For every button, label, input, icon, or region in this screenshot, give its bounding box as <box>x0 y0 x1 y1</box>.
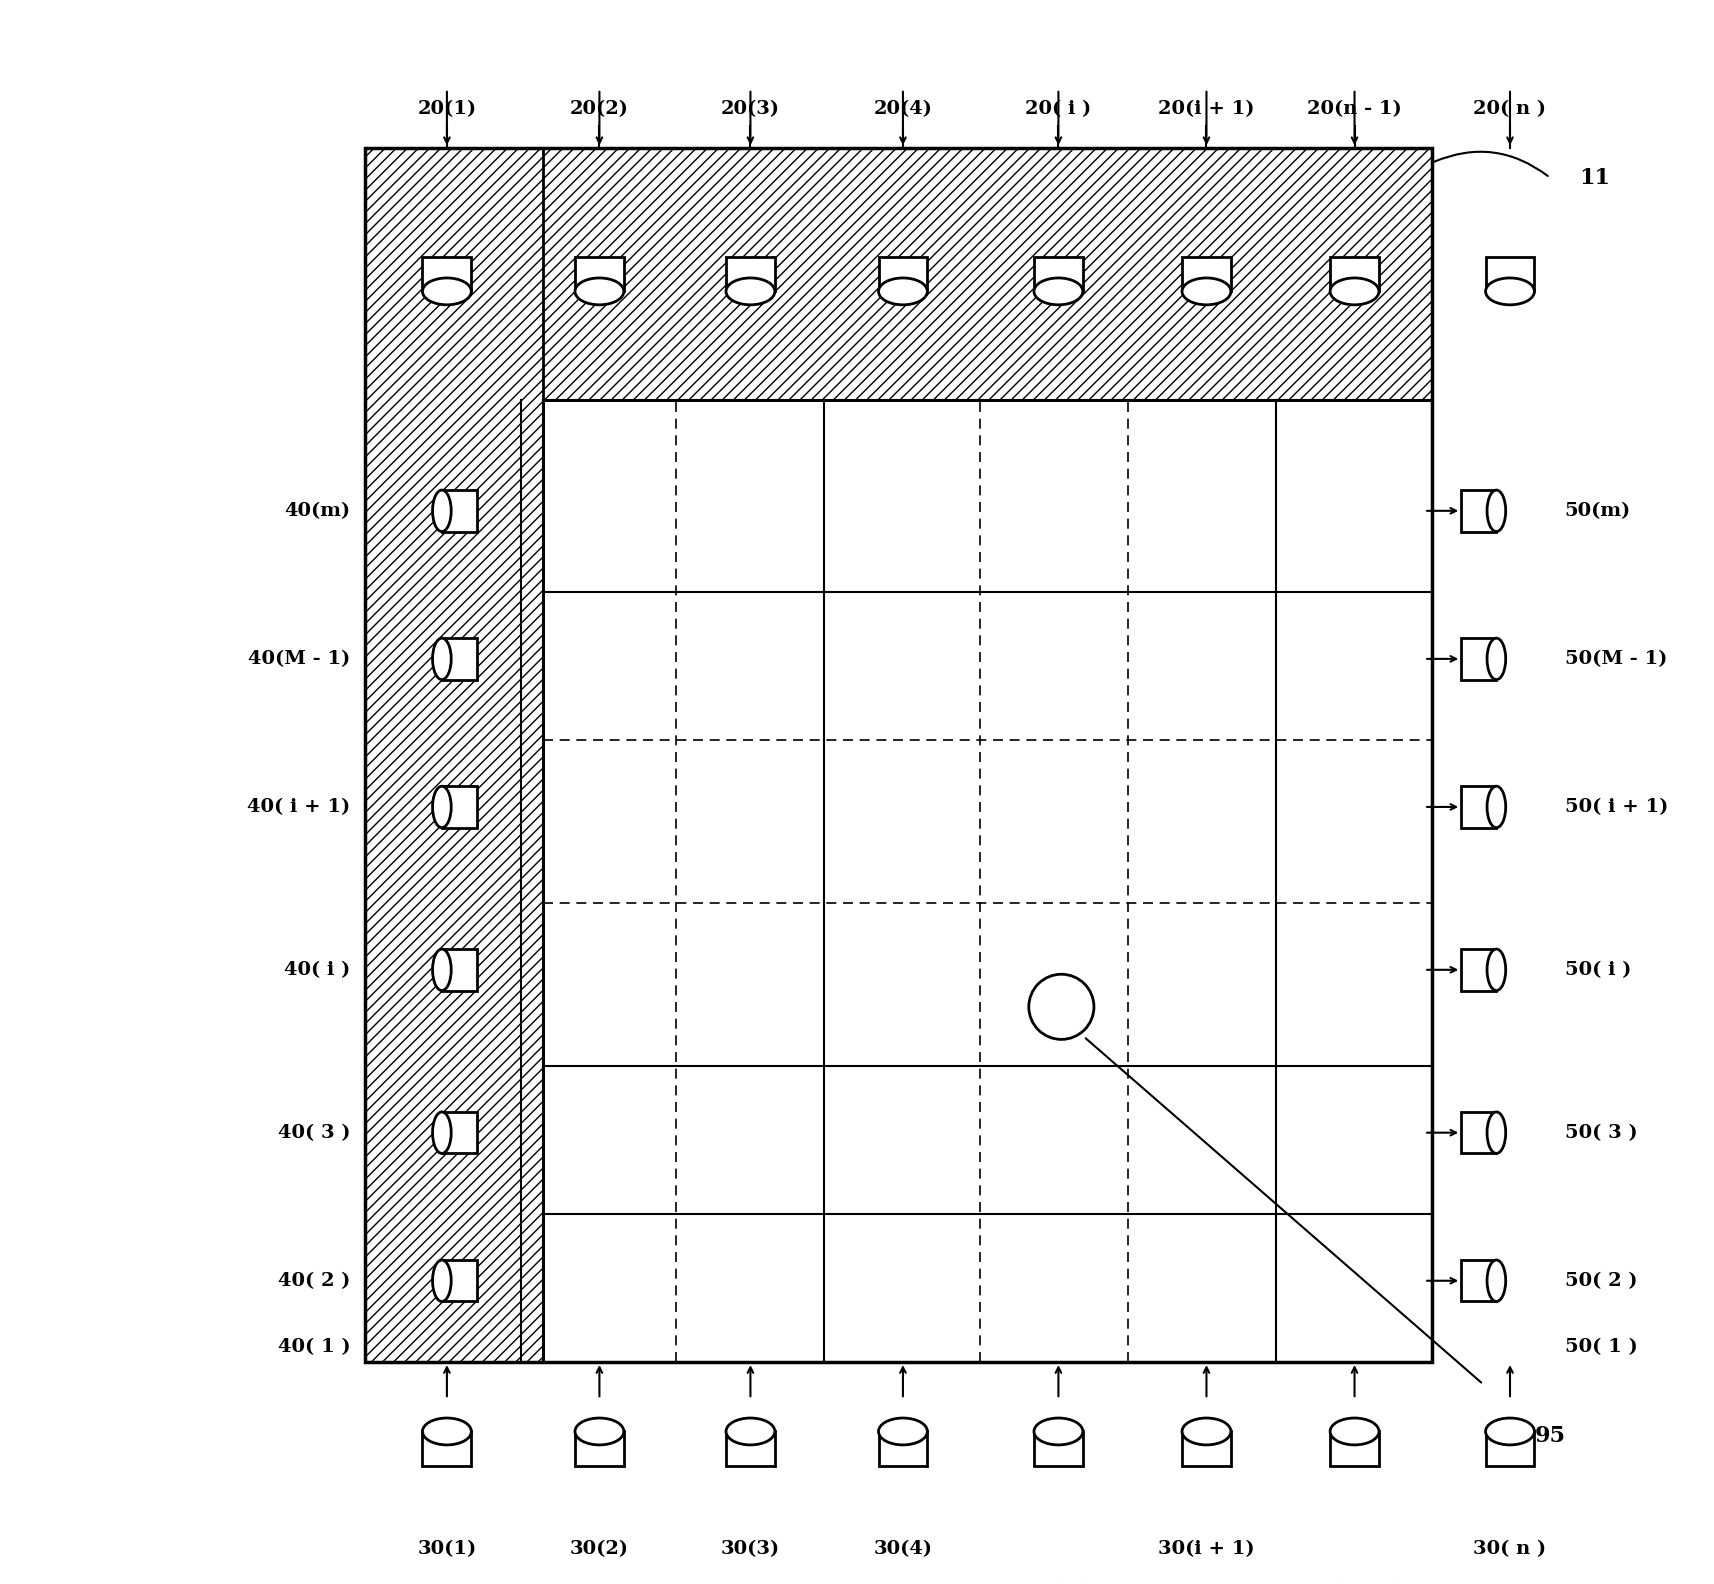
Text: 40( 1 ): 40( 1 ) <box>278 1338 350 1356</box>
Ellipse shape <box>1034 1418 1082 1445</box>
Ellipse shape <box>1486 1112 1505 1153</box>
Ellipse shape <box>1330 277 1378 304</box>
Bar <box>1484 1432 1534 1465</box>
Text: 30(2): 30(2) <box>569 1540 629 1557</box>
Bar <box>1460 949 1496 990</box>
Bar <box>574 1432 624 1465</box>
Text: 50( i ): 50( i ) <box>1563 961 1630 979</box>
Bar <box>1460 1112 1496 1153</box>
Circle shape <box>1028 974 1094 1039</box>
Bar <box>574 257 624 291</box>
Ellipse shape <box>1484 1418 1534 1445</box>
Ellipse shape <box>432 1112 451 1153</box>
Bar <box>1330 257 1378 291</box>
Ellipse shape <box>1330 1418 1378 1445</box>
Text: 50(m): 50(m) <box>1563 502 1630 520</box>
Ellipse shape <box>1486 1259 1505 1302</box>
Bar <box>365 147 1431 399</box>
Ellipse shape <box>422 277 471 304</box>
Bar <box>365 147 1431 1362</box>
Bar <box>1460 786 1496 828</box>
Ellipse shape <box>1181 277 1231 304</box>
Ellipse shape <box>1486 786 1505 828</box>
Ellipse shape <box>1181 1418 1231 1445</box>
Text: 20(1): 20(1) <box>417 100 476 119</box>
Ellipse shape <box>1486 638 1505 680</box>
Text: 40( i + 1): 40( i + 1) <box>247 798 350 816</box>
Ellipse shape <box>432 1259 451 1302</box>
Text: 20(2): 20(2) <box>569 100 629 119</box>
Bar <box>442 1112 476 1153</box>
Text: 30(i + 1): 30(i + 1) <box>1157 1540 1255 1557</box>
Ellipse shape <box>432 786 451 828</box>
Bar <box>543 399 1431 1362</box>
Text: 50(M - 1): 50(M - 1) <box>1563 649 1666 668</box>
Bar <box>422 257 471 291</box>
Ellipse shape <box>432 638 451 680</box>
Bar <box>1330 1432 1378 1465</box>
Text: 20(n - 1): 20(n - 1) <box>1306 100 1400 119</box>
Ellipse shape <box>878 277 927 304</box>
Text: 30(3): 30(3) <box>720 1540 780 1557</box>
Bar <box>878 1432 927 1465</box>
Ellipse shape <box>422 1418 471 1445</box>
Bar <box>1181 1432 1231 1465</box>
Ellipse shape <box>725 1418 775 1445</box>
Text: 20(i + 1): 20(i + 1) <box>1157 100 1255 119</box>
Text: 20(4): 20(4) <box>872 100 932 119</box>
Text: 30( n ): 30( n ) <box>1472 1540 1546 1557</box>
Text: 40( 2 ): 40( 2 ) <box>278 1272 350 1289</box>
Bar <box>1460 1259 1496 1302</box>
Bar <box>725 257 775 291</box>
Ellipse shape <box>878 1418 927 1445</box>
Text: 50( i + 1): 50( i + 1) <box>1563 798 1668 816</box>
Text: 11: 11 <box>1579 166 1609 188</box>
Ellipse shape <box>432 489 451 532</box>
Bar <box>1484 257 1534 291</box>
Text: 20( i ): 20( i ) <box>1025 100 1090 119</box>
Bar <box>1181 257 1231 291</box>
Bar <box>1460 638 1496 680</box>
Ellipse shape <box>574 1418 624 1445</box>
Text: 40( 3 ): 40( 3 ) <box>278 1123 350 1142</box>
Bar <box>442 1259 476 1302</box>
Bar <box>422 1432 471 1465</box>
Ellipse shape <box>432 949 451 990</box>
Text: 40(M - 1): 40(M - 1) <box>249 649 350 668</box>
Text: 50( 2 ): 50( 2 ) <box>1563 1272 1637 1289</box>
Text: 30(1): 30(1) <box>417 1540 476 1557</box>
Ellipse shape <box>1486 489 1505 532</box>
Text: 30(4): 30(4) <box>872 1540 932 1557</box>
Text: 40(m): 40(m) <box>285 502 350 520</box>
Bar <box>1034 1432 1082 1465</box>
Bar <box>1460 489 1496 532</box>
Ellipse shape <box>1034 277 1082 304</box>
Bar <box>442 638 476 680</box>
Bar <box>1034 257 1082 291</box>
Text: 50( 3 ): 50( 3 ) <box>1563 1123 1637 1142</box>
Text: 40( i ): 40( i ) <box>285 961 350 979</box>
Bar <box>365 147 543 1362</box>
Bar <box>442 786 476 828</box>
Text: 95: 95 <box>1534 1426 1565 1448</box>
Bar <box>878 257 927 291</box>
Bar <box>442 949 476 990</box>
Ellipse shape <box>1484 277 1534 304</box>
Text: 50( 1 ): 50( 1 ) <box>1563 1338 1637 1356</box>
Ellipse shape <box>725 277 775 304</box>
Text: 20(3): 20(3) <box>720 100 780 119</box>
Bar <box>725 1432 775 1465</box>
Bar <box>442 489 476 532</box>
Ellipse shape <box>574 277 624 304</box>
Text: 20( n ): 20( n ) <box>1472 100 1546 119</box>
Ellipse shape <box>1486 949 1505 990</box>
